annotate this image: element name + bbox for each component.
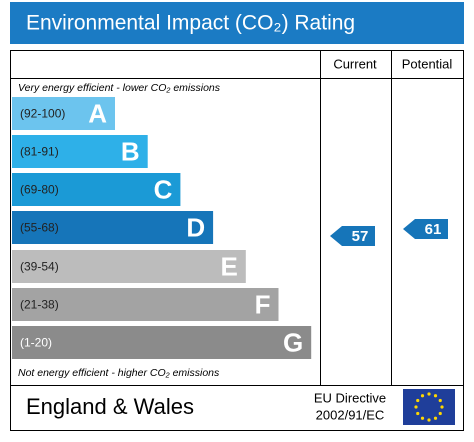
eu-star [433,394,438,398]
band [12,173,181,206]
directive: EU Directive [314,390,386,405]
eu-star [433,416,438,420]
eu-star [420,416,425,420]
frame [10,50,464,431]
eu-star [440,405,444,409]
band [12,97,115,130]
eu-star [427,418,431,422]
eu-star [414,405,418,409]
directive: 2002/91/EC [316,407,385,422]
eu-star [416,411,420,416]
band-range: (55-68) [20,221,59,235]
note: Very energy efficient - lower CO₂ emissi… [18,82,221,94]
title-bar [10,2,464,44]
band [12,326,312,359]
band [12,211,214,244]
bands: (92-100) A (81-91) B (69-80) C (55-68) D (39-54)… [12,97,312,359]
eu-star [438,411,442,416]
band-letter: F [255,289,271,319]
potential-rating: 61 [425,221,442,238]
band [12,135,148,168]
band-range: (21-38) [20,298,59,312]
band [12,250,246,283]
column-header: Potential [402,56,453,71]
band-letter: D [186,212,205,242]
eu-star [438,398,442,403]
eu-star [416,398,420,403]
band-letter: B [121,136,140,166]
current-rating: 57 [352,228,369,245]
band-range: (1-20) [20,336,52,350]
eu-star [420,394,425,398]
note: Not energy efficient - higher CO₂ emissi… [18,367,220,379]
region: England & Wales [26,394,194,419]
eu-stars [414,392,444,422]
band-range: (69-80) [20,183,59,197]
band-letter: E [220,251,237,281]
title: Environmental Impact (CO₂) Rating [26,12,355,35]
potential-arrow [403,219,448,239]
band [12,288,279,321]
band-range: (92-100) [20,107,65,121]
band-range: (81-91) [20,145,59,159]
band-range: (39-54) [20,260,59,274]
column-header: Current [333,56,377,71]
band-letter: G [283,327,303,357]
current-arrow [330,226,375,246]
band-letter: A [88,98,107,128]
band-letter: C [154,174,173,204]
eu-star [427,392,431,396]
